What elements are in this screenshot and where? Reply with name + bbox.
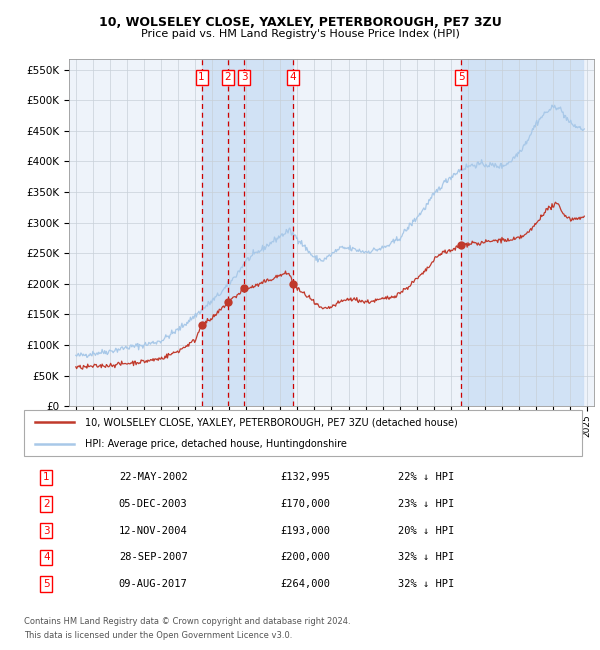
- Text: 1: 1: [199, 73, 205, 83]
- Text: This data is licensed under the Open Government Licence v3.0.: This data is licensed under the Open Gov…: [24, 630, 292, 640]
- Text: 4: 4: [290, 73, 296, 83]
- Text: 5: 5: [43, 579, 50, 589]
- Text: 20% ↓ HPI: 20% ↓ HPI: [398, 526, 454, 536]
- Text: 4: 4: [43, 552, 50, 562]
- Text: £132,995: £132,995: [281, 473, 331, 482]
- Text: 22% ↓ HPI: 22% ↓ HPI: [398, 473, 454, 482]
- Text: 28-SEP-2007: 28-SEP-2007: [119, 552, 188, 562]
- Text: 22-MAY-2002: 22-MAY-2002: [119, 473, 188, 482]
- Text: £200,000: £200,000: [281, 552, 331, 562]
- Text: 23% ↓ HPI: 23% ↓ HPI: [398, 499, 454, 509]
- Text: 10, WOLSELEY CLOSE, YAXLEY, PETERBOROUGH, PE7 3ZU (detached house): 10, WOLSELEY CLOSE, YAXLEY, PETERBOROUGH…: [85, 417, 458, 427]
- Text: 05-DEC-2003: 05-DEC-2003: [119, 499, 188, 509]
- Text: £264,000: £264,000: [281, 579, 331, 589]
- Text: Price paid vs. HM Land Registry's House Price Index (HPI): Price paid vs. HM Land Registry's House …: [140, 29, 460, 39]
- Text: 09-AUG-2017: 09-AUG-2017: [119, 579, 188, 589]
- Text: 12-NOV-2004: 12-NOV-2004: [119, 526, 188, 536]
- FancyBboxPatch shape: [24, 410, 582, 456]
- Text: 5: 5: [458, 73, 464, 83]
- Text: 32% ↓ HPI: 32% ↓ HPI: [398, 552, 454, 562]
- Text: 3: 3: [241, 73, 247, 83]
- Text: 32% ↓ HPI: 32% ↓ HPI: [398, 579, 454, 589]
- Text: 1: 1: [43, 473, 50, 482]
- Text: Contains HM Land Registry data © Crown copyright and database right 2024.: Contains HM Land Registry data © Crown c…: [24, 618, 350, 627]
- Text: 2: 2: [43, 499, 50, 509]
- Text: £170,000: £170,000: [281, 499, 331, 509]
- Text: £193,000: £193,000: [281, 526, 331, 536]
- Text: 2: 2: [224, 73, 231, 83]
- Bar: [461, 58, 583, 406]
- Bar: [202, 58, 293, 406]
- Text: 10, WOLSELEY CLOSE, YAXLEY, PETERBOROUGH, PE7 3ZU: 10, WOLSELEY CLOSE, YAXLEY, PETERBOROUGH…: [98, 16, 502, 29]
- Text: 3: 3: [43, 526, 50, 536]
- Text: HPI: Average price, detached house, Huntingdonshire: HPI: Average price, detached house, Hunt…: [85, 439, 347, 448]
